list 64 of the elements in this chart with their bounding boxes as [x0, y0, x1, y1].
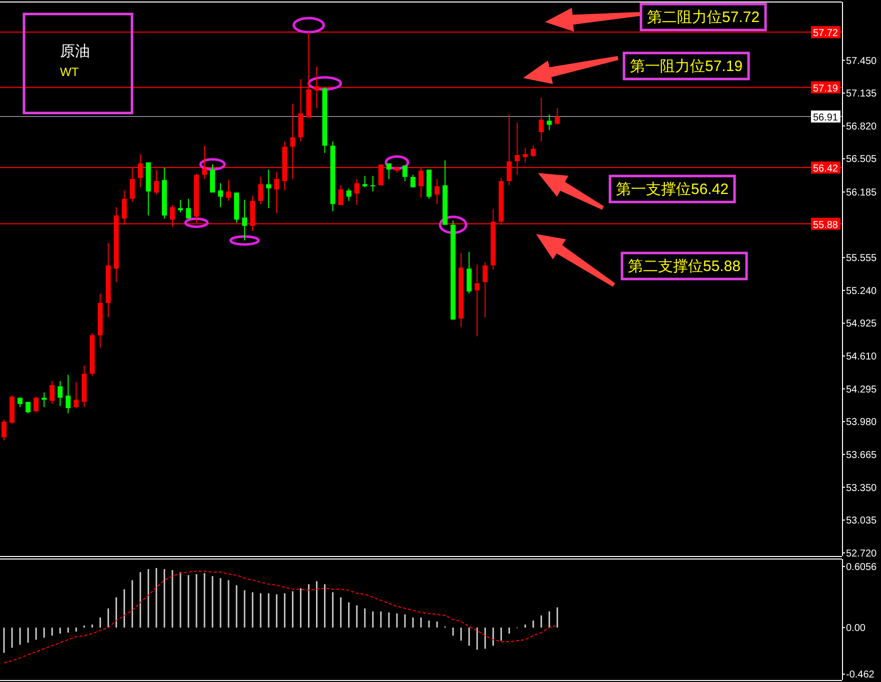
- candlestick: [258, 176, 264, 204]
- annotation: WT: [60, 65, 80, 79]
- candlestick: [226, 180, 232, 202]
- y-tick-label: 57.135: [846, 88, 878, 100]
- y-tick-label: 0.00: [846, 623, 866, 634]
- annotation: 第一支撑位56.42: [616, 181, 729, 198]
- candlestick: [434, 178, 440, 204]
- candlestick: [362, 175, 368, 188]
- candlestick: [346, 188, 352, 202]
- y-tick-label: 55.240: [846, 286, 878, 297]
- candlestick: [410, 174, 416, 188]
- y-tick-label: -0.462: [846, 670, 875, 681]
- y-tick-label: 53.035: [846, 516, 878, 527]
- y-tick-label: 53.665: [846, 450, 878, 461]
- candlestick: [50, 380, 55, 404]
- candlestick: [266, 169, 272, 209]
- ref-line-label: 55.88: [812, 220, 838, 231]
- candlestick: [402, 164, 408, 182]
- candlestick: [474, 264, 480, 337]
- candlestick: [242, 199, 248, 241]
- y-tick-label: 52.720: [846, 548, 878, 560]
- y-tick-label: 54.925: [846, 318, 878, 330]
- candlestick: [186, 198, 191, 220]
- candlestick: [482, 262, 488, 318]
- candlestick: [466, 251, 472, 294]
- annotation: 第二支撑位55.88: [628, 258, 741, 275]
- y-tick-label: 53.980: [846, 417, 878, 428]
- y-tick-label: 56.185: [846, 188, 878, 199]
- y-tick-label: 0.6056: [846, 562, 878, 573]
- candlestick: [18, 397, 23, 408]
- candlestick: [386, 162, 392, 180]
- annotation: 第一阻力位57.19: [630, 58, 743, 75]
- candlestick: [522, 147, 528, 163]
- annotation: 原油: [60, 43, 90, 60]
- candlestick: [546, 114, 552, 131]
- candlestick: [34, 396, 39, 413]
- candlestick: [210, 164, 216, 194]
- candlestick: [178, 199, 183, 213]
- y-tick-label: 57.450: [846, 56, 878, 67]
- candlestick: [530, 145, 536, 158]
- candlestick: [2, 419, 7, 441]
- line-series: [4, 570, 558, 664]
- candlestick: [354, 178, 360, 206]
- y-tick-label: 54.610: [846, 352, 878, 363]
- annotation: 第二阻力位57.72: [647, 9, 760, 26]
- candlestick: [66, 374, 71, 414]
- candlestick: [370, 175, 376, 192]
- ref-line-label: 57.72: [812, 28, 838, 40]
- candlestick: [554, 108, 560, 126]
- y-tick-label: 56.820: [846, 121, 878, 132]
- candlestick: [58, 380, 63, 407]
- y-tick-label: 54.295: [846, 384, 878, 396]
- ref-line-label: 57.19: [812, 83, 838, 94]
- candlestick: [338, 184, 344, 206]
- y-tick-label: 56.505: [846, 154, 878, 166]
- candlestick: [538, 97, 544, 142]
- ref-line-label: 56.91: [812, 112, 838, 124]
- candlestick: [218, 182, 224, 208]
- candlestick: [42, 392, 47, 408]
- y-tick-label: 53.350: [846, 482, 878, 494]
- candlestick: [74, 382, 79, 409]
- candlestick: [274, 171, 280, 214]
- y-tick-label: 55.555: [846, 253, 878, 264]
- ref-line-label: 56.42: [812, 164, 838, 175]
